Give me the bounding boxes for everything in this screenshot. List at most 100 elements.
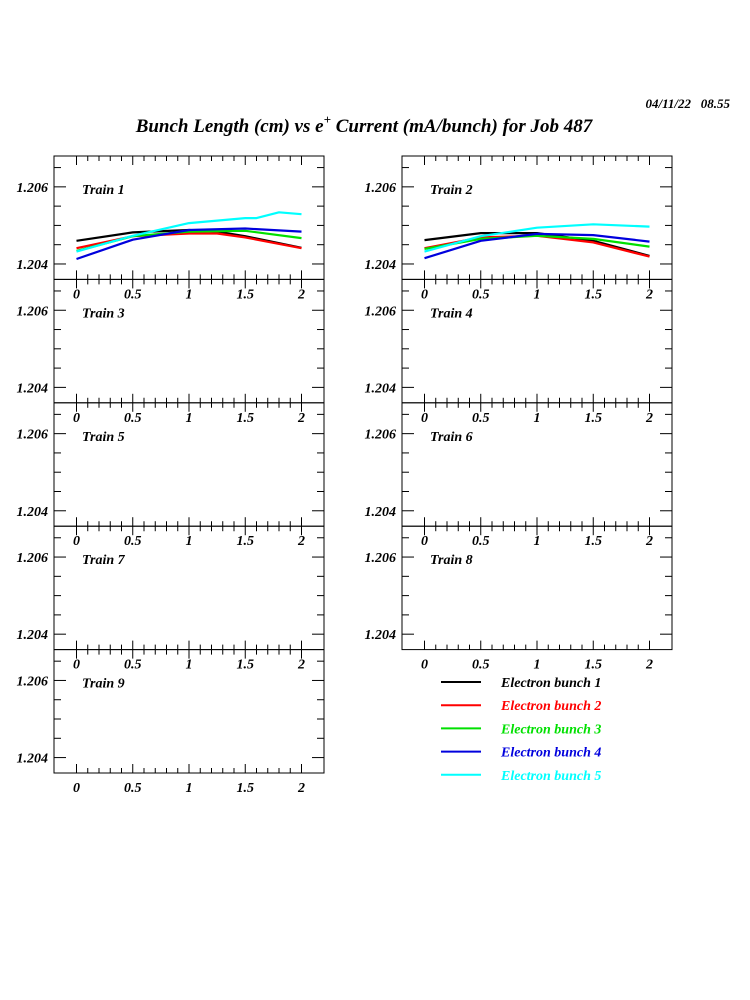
- x-tick-label: 1: [186, 287, 193, 302]
- panel-7: 0 0.5 1 1.5 2 1.204 1.206 Train 7: [17, 525, 325, 673]
- series-line-bunch-4: [424, 232, 650, 260]
- x-tick-label: 2: [297, 411, 305, 426]
- x-tick-label: 2: [297, 287, 305, 302]
- x-tick-label: 0.5: [472, 411, 490, 426]
- x-tick-label: 1.5: [237, 534, 255, 549]
- chart-title: Bunch Length (cm) vs e+ Current (mA/bunc…: [135, 112, 594, 137]
- y-tick-label: 1.204: [365, 258, 397, 273]
- legend-item: Electron bunch 5: [441, 769, 601, 784]
- x-tick-label: 1.5: [237, 781, 255, 796]
- x-tick-label: 2: [645, 287, 653, 302]
- x-tick-label: 0.5: [124, 781, 142, 796]
- panel-label: Train 6: [430, 430, 473, 445]
- panel-label: Train 4: [430, 306, 473, 321]
- panel-8: 0 0.5 1 1.5 2 1.204 1.206 Train 8: [365, 525, 673, 673]
- x-tick-label: 2: [297, 534, 305, 549]
- panel-label: Train 1: [82, 183, 125, 198]
- panel-label: Train 5: [82, 430, 125, 445]
- x-tick-label: 0.5: [124, 534, 142, 549]
- x-tick-label: 1: [534, 287, 541, 302]
- x-tick-label: 2: [297, 658, 305, 673]
- x-tick-label: 2: [297, 781, 305, 796]
- x-tick-label: 1: [186, 411, 193, 426]
- y-tick-label: 1.204: [17, 258, 49, 273]
- x-tick-label: 1: [186, 658, 193, 673]
- y-tick-label: 1.206: [17, 304, 49, 319]
- x-tick-label: 1.5: [237, 658, 255, 673]
- x-tick-label: 1: [534, 658, 541, 673]
- panel-4: 0 0.5 1 1.5 2 1.204 1.206 Train 4: [365, 278, 673, 426]
- x-tick-label: 0: [421, 287, 428, 302]
- x-tick-label: 0: [421, 534, 428, 549]
- panel-6: 0 0.5 1 1.5 2 1.204 1.206 Train 6: [365, 402, 673, 549]
- x-tick-label: 0.5: [124, 658, 142, 673]
- x-tick-label: 1.5: [585, 287, 603, 302]
- legend-label: Electron bunch 2: [500, 699, 601, 714]
- legend-label: Electron bunch 4: [500, 746, 601, 761]
- legend-item: Electron bunch 1: [441, 676, 601, 691]
- panel-label: Train 2: [430, 183, 473, 198]
- x-tick-label: 2: [645, 658, 653, 673]
- legend-label: Electron bunch 5: [500, 769, 601, 784]
- panel-label: Train 8: [430, 553, 473, 568]
- legend-item: Electron bunch 3: [441, 722, 601, 737]
- legend-item: Electron bunch 2: [441, 699, 601, 714]
- x-tick-label: 2: [645, 411, 653, 426]
- panel-5: 0 0.5 1 1.5 2 1.204 1.206 Train 5: [17, 402, 325, 549]
- y-tick-label: 1.204: [365, 381, 397, 396]
- legend-label: Electron bunch 1: [500, 676, 601, 691]
- title-post: Current (mA/bunch) for Job 487: [331, 116, 594, 137]
- title-sup: +: [324, 112, 331, 127]
- x-tick-label: 0: [73, 411, 80, 426]
- date-stamp: 04/11/22 08.55: [645, 96, 730, 111]
- title-pre: Bunch Length (cm) vs e: [135, 116, 324, 137]
- panel-label: Train 9: [82, 677, 125, 692]
- y-tick-label: 1.206: [365, 181, 397, 196]
- panels: 0 0.5 1 1.5 2 1.204 1.206 Train 1 0 0.5 1 1.5 2 1.204…: [17, 155, 673, 796]
- x-tick-label: 0.5: [472, 287, 490, 302]
- x-tick-label: 1.5: [237, 287, 255, 302]
- x-tick-label: 0: [421, 658, 428, 673]
- x-tick-label: 0: [421, 411, 428, 426]
- series-line-bunch-4: [76, 227, 302, 261]
- legend-item: Electron bunch 4: [441, 746, 601, 761]
- y-tick-label: 1.206: [17, 674, 49, 689]
- y-tick-label: 1.204: [17, 628, 49, 643]
- y-tick-label: 1.204: [17, 752, 49, 767]
- series-line-bunch-5: [76, 211, 302, 253]
- y-tick-label: 1.206: [365, 304, 397, 319]
- y-tick-label: 1.206: [365, 428, 397, 443]
- y-tick-label: 1.204: [17, 505, 49, 520]
- panel-1: 0 0.5 1 1.5 2 1.204 1.206 Train 1: [17, 155, 325, 302]
- y-tick-label: 1.204: [365, 505, 397, 520]
- x-tick-label: 1: [534, 534, 541, 549]
- panel-label: Train 7: [82, 553, 126, 568]
- y-tick-label: 1.204: [17, 381, 49, 396]
- x-tick-label: 1: [186, 781, 193, 796]
- legend-label: Electron bunch 3: [500, 722, 601, 737]
- x-tick-label: 2: [645, 534, 653, 549]
- x-tick-label: 0: [73, 534, 80, 549]
- x-tick-label: 0.5: [124, 411, 142, 426]
- x-tick-label: 1: [534, 411, 541, 426]
- y-tick-label: 1.206: [17, 428, 49, 443]
- y-tick-label: 1.206: [17, 551, 49, 566]
- y-tick-label: 1.206: [17, 181, 49, 196]
- x-tick-label: 0.5: [472, 658, 490, 673]
- x-tick-label: 1.5: [585, 411, 603, 426]
- x-tick-label: 0: [73, 781, 80, 796]
- x-tick-label: 1: [186, 534, 193, 549]
- x-tick-label: 1.5: [585, 658, 603, 673]
- x-tick-label: 1.5: [585, 534, 603, 549]
- x-tick-label: 1.5: [237, 411, 255, 426]
- panel-label: Train 3: [82, 306, 125, 321]
- panel-3: 0 0.5 1 1.5 2 1.204 1.206 Train 3: [17, 278, 325, 426]
- x-tick-label: 0.5: [124, 287, 142, 302]
- panel-9: 0 0.5 1 1.5 2 1.204 1.206 Train 9: [17, 649, 325, 796]
- x-tick-label: 0: [73, 658, 80, 673]
- series-line-bunch-5: [424, 223, 650, 253]
- panel-frame: [53, 155, 325, 280]
- x-tick-label: 0: [73, 287, 80, 302]
- y-tick-label: 1.206: [365, 551, 397, 566]
